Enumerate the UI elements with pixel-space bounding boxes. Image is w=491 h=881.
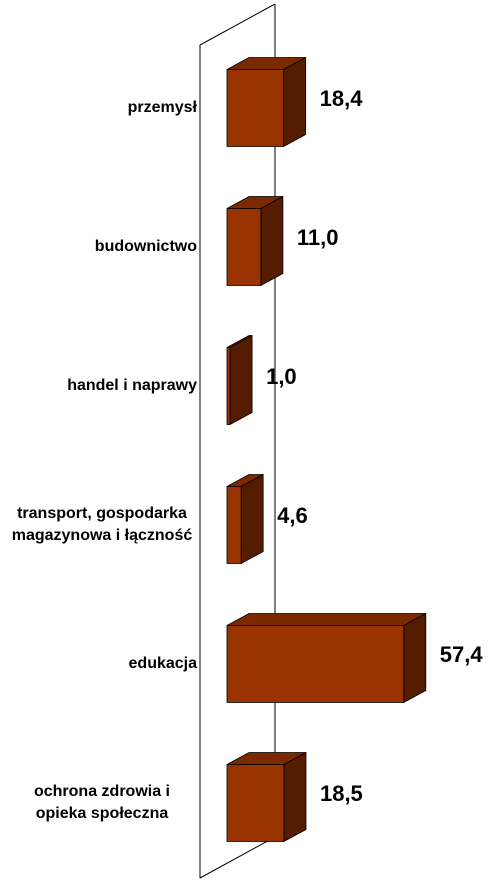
value-label: 1,0	[266, 364, 297, 389]
value-label: 57,4	[440, 642, 484, 667]
bar-side	[283, 751, 307, 843]
category-label-box: edukacja	[0, 653, 197, 675]
bar	[226, 56, 307, 148]
value-label: 18,5	[320, 781, 363, 806]
category-label: edukacja	[128, 655, 197, 672]
bar-side	[283, 56, 307, 148]
bar	[226, 334, 253, 426]
category-label: transport, gospodarka magazynowa i łączn…	[11, 505, 193, 544]
bar-front	[226, 208, 262, 286]
bar	[226, 195, 284, 287]
bar-front	[226, 625, 405, 703]
category-label-box: handel i naprawy	[0, 375, 197, 397]
bar	[226, 751, 307, 843]
wall-edge	[199, 3, 276, 46]
category-label-box: przemysł	[0, 97, 197, 119]
bar-front	[226, 347, 231, 425]
category-label: przemysł	[127, 99, 197, 116]
category-label-box: ochrona zdrowia i opieka społeczna	[0, 781, 197, 825]
bar-front	[226, 764, 285, 842]
value-label: 11,0	[297, 225, 339, 250]
bar-top	[226, 613, 426, 626]
value-label: 4,6	[277, 503, 308, 528]
value-label: 18,4	[320, 86, 364, 111]
bar-side	[240, 473, 264, 565]
bar-side	[403, 612, 427, 704]
wall-edge	[199, 836, 276, 879]
category-label: handel i naprawy	[67, 377, 197, 394]
bar-side	[229, 334, 253, 426]
category-label-box: budownictwo	[0, 236, 197, 258]
bar-side	[260, 195, 284, 287]
category-label: ochrona zdrowia i opieka społeczna	[33, 783, 170, 822]
bar	[226, 612, 427, 704]
bar-front	[226, 486, 242, 564]
category-label-box: transport, gospodarka magazynowa i łączn…	[0, 503, 197, 547]
bar	[226, 473, 264, 565]
category-label: budownictwo	[94, 238, 197, 255]
bar-front	[226, 69, 285, 147]
